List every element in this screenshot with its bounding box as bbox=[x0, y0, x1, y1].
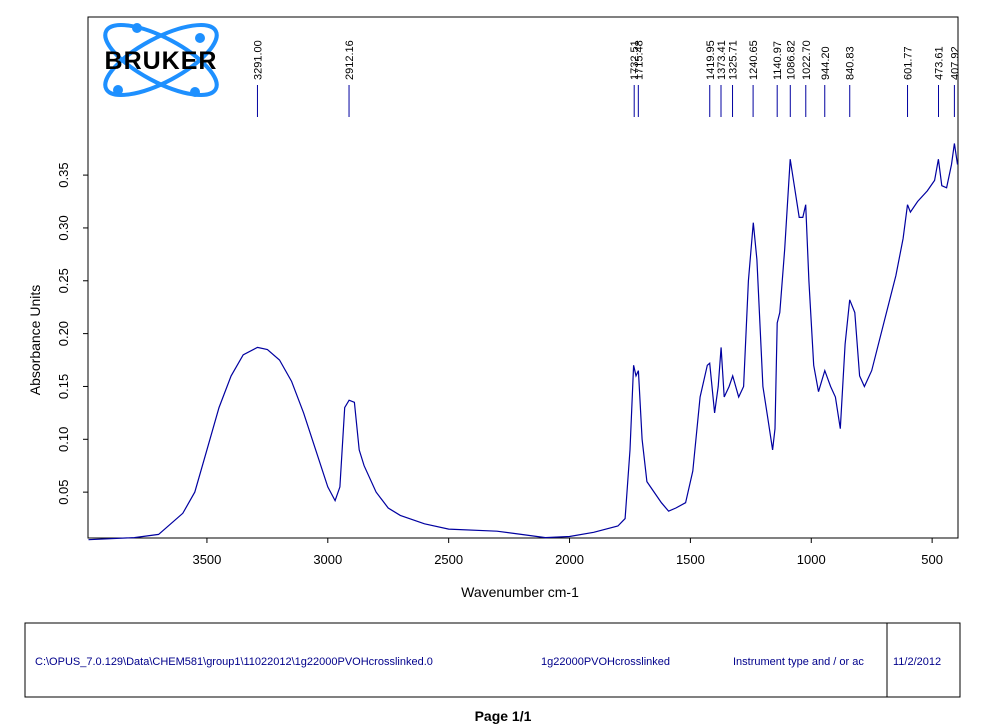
sample-name: 1g22000PVOHcrosslinked bbox=[541, 656, 670, 668]
logo-text: BRUKER bbox=[105, 47, 218, 75]
y-tick-label: 0.35 bbox=[56, 162, 71, 187]
footer-box bbox=[24, 622, 961, 698]
x-axis-label: Wavenumber cm-1 bbox=[461, 584, 579, 600]
date: 11/2/2012 bbox=[893, 656, 941, 668]
y-tick-label: 0.25 bbox=[56, 268, 71, 293]
y-tick-label: 0.20 bbox=[56, 321, 71, 346]
bruker-logo: BRUKER bbox=[103, 23, 219, 97]
peak-label: 1325.71 bbox=[728, 40, 740, 80]
peak-label: 3291.00 bbox=[252, 40, 264, 80]
plot-frame bbox=[87, 16, 959, 539]
y-axis-label: Absorbance Units bbox=[27, 285, 43, 396]
x-tick-label: 2000 bbox=[555, 552, 584, 567]
peak-label: 407.92 bbox=[949, 46, 961, 80]
x-tick-label: 3000 bbox=[313, 552, 342, 567]
page-number: Page 1/1 bbox=[475, 708, 532, 724]
peak-label: 1373.41 bbox=[716, 40, 728, 80]
peak-label: 2912.16 bbox=[344, 40, 356, 80]
x-tick-label: 2500 bbox=[434, 552, 463, 567]
peak-label: 1240.65 bbox=[748, 40, 760, 80]
x-tick-label: 3500 bbox=[192, 552, 221, 567]
peak-label: 1715.48 bbox=[633, 40, 645, 80]
y-tick-label: 0.15 bbox=[56, 374, 71, 399]
peak-label: 601.77 bbox=[903, 46, 915, 80]
spectrum-line bbox=[88, 143, 959, 541]
peak-label: 944.20 bbox=[820, 46, 832, 80]
peak-label: 840.83 bbox=[845, 46, 857, 80]
x-tick-label: 1500 bbox=[676, 552, 705, 567]
file-path: C:\OPUS_7.0.129\Data\CHEM581\group1\1102… bbox=[35, 656, 433, 668]
peak-label: 1022.70 bbox=[801, 40, 813, 80]
x-tick-label: 1000 bbox=[797, 552, 826, 567]
instrument: Instrument type and / or ac bbox=[733, 656, 864, 668]
peak-label: 1086.82 bbox=[785, 40, 797, 80]
peak-label: 1732.51 bbox=[629, 40, 641, 80]
x-tick-label: 500 bbox=[921, 552, 943, 567]
y-tick-label: 0.30 bbox=[56, 215, 71, 240]
y-tick-label: 0.10 bbox=[56, 427, 71, 452]
y-tick-label: 0.05 bbox=[56, 479, 71, 504]
peak-label: 1419.95 bbox=[705, 40, 717, 80]
peak-label: 1140.97 bbox=[772, 41, 784, 80]
peak-label: 473.61 bbox=[934, 46, 946, 80]
